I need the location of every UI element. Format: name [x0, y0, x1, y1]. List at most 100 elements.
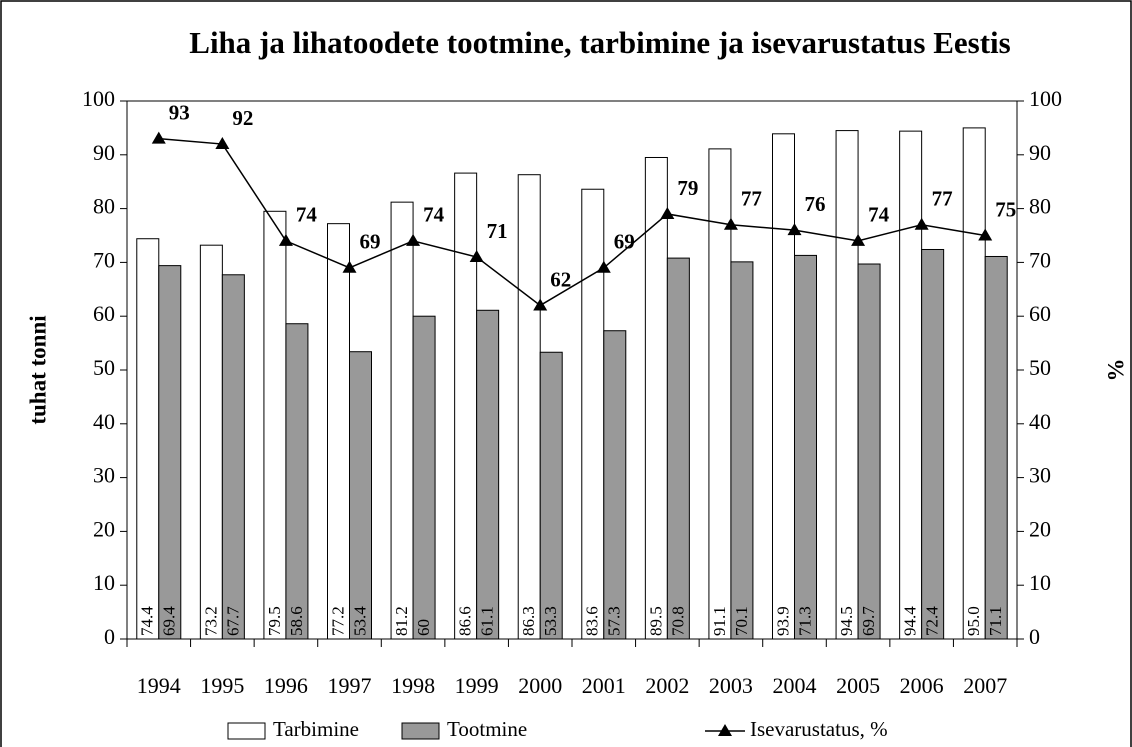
bar-value-label: 70.8 [668, 606, 687, 636]
legend-label: Tarbimine [273, 717, 359, 741]
x-tick-label: 2000 [518, 673, 562, 698]
line-marker [469, 250, 484, 263]
y-tick-label: 10 [93, 570, 115, 595]
bar [857, 263, 881, 640]
line-value-label: 93 [169, 100, 190, 124]
line-value-label: 75 [995, 197, 1016, 221]
y-tick-label: 60 [93, 301, 115, 326]
y-axis-title: tuhat tonni [25, 315, 50, 425]
bar [962, 127, 986, 640]
bar [476, 309, 500, 640]
y-tick-label: 100 [82, 86, 115, 111]
y2-tick-label: 20 [1029, 516, 1051, 541]
bar-value-label: 95.0 [964, 606, 983, 636]
line-value-label: 69 [614, 230, 635, 254]
bar [390, 201, 414, 640]
legend-swatch [401, 722, 440, 740]
bar-value-label: 93.9 [773, 606, 792, 636]
line-value-label: 77 [932, 187, 953, 211]
bar-value-label: 57.3 [605, 606, 624, 636]
y2-tick-label: 40 [1029, 409, 1051, 434]
y2-axis-title: % [1103, 359, 1128, 382]
bar-value-label: 79.5 [265, 606, 284, 636]
bar-value-label: 69.7 [859, 606, 878, 636]
bar [412, 315, 436, 640]
y-tick-label: 50 [93, 355, 115, 380]
line-marker [151, 131, 166, 144]
x-tick-label: 2001 [582, 673, 626, 698]
bar-value-label: 86.3 [519, 606, 538, 636]
y2-tick-label: 10 [1029, 570, 1051, 595]
bar-value-label: 89.5 [646, 606, 665, 636]
line-value-label: 69 [360, 230, 381, 254]
bar-value-label: 81.2 [392, 606, 411, 636]
bar [581, 188, 605, 640]
y-tick-label: 20 [93, 516, 115, 541]
bar [730, 261, 754, 640]
line-value-label: 79 [677, 176, 698, 200]
x-tick-label: 1994 [137, 673, 181, 698]
bar [794, 254, 817, 640]
y2-tick-label: 50 [1029, 355, 1051, 380]
line-marker [406, 233, 421, 246]
y2-tick-label: 70 [1029, 247, 1051, 272]
bar [772, 133, 795, 640]
y2-tick-label: 30 [1029, 463, 1051, 488]
x-tick-label: 2006 [900, 673, 944, 698]
bar [136, 238, 160, 640]
line-value-label: 74 [868, 203, 890, 227]
line-marker [723, 217, 738, 230]
bar-value-label: 86.6 [456, 606, 475, 636]
y2-tick-label: 100 [1029, 86, 1062, 111]
x-tick-label: 1995 [200, 673, 244, 698]
bar-value-label: 77.2 [328, 606, 347, 636]
line-value-label: 76 [805, 192, 826, 216]
line-value-label: 92 [232, 106, 253, 130]
line-marker [851, 233, 866, 246]
plot-area [126, 100, 1018, 640]
line-marker [787, 223, 802, 236]
bar-value-label: 53.4 [350, 606, 369, 636]
x-tick-label: 1996 [264, 673, 308, 698]
line-marker [533, 298, 548, 311]
legend-swatch [227, 722, 266, 740]
bar-value-label: 72.4 [923, 606, 942, 636]
y-tick-label: 40 [93, 409, 115, 434]
line-value-label: 77 [741, 187, 762, 211]
y2-tick-label: 90 [1029, 140, 1051, 165]
x-tick-label: 1998 [391, 673, 435, 698]
line-value-label: 74 [423, 203, 445, 227]
bar-value-label: 69.4 [160, 606, 179, 636]
x-tick-label: 2002 [645, 673, 689, 698]
bar-value-label: 70.1 [732, 606, 751, 636]
y-tick-label: 70 [93, 247, 115, 272]
bar [199, 244, 223, 640]
bar [984, 255, 1008, 640]
line-value-label: 74 [296, 203, 318, 227]
line-marker [215, 137, 230, 150]
bar-value-label: 60 [414, 619, 433, 636]
line-marker [596, 260, 611, 273]
bar [835, 130, 859, 640]
bar-value-label: 71.1 [986, 606, 1005, 636]
bar [221, 274, 245, 640]
bar-value-label: 58.6 [287, 606, 306, 636]
x-tick-label: 2007 [963, 673, 1007, 698]
bar [517, 174, 541, 640]
y2-tick-label: 0 [1029, 624, 1040, 649]
legend-label: Isevarustatus, % [750, 717, 888, 741]
x-tick-label: 2003 [709, 673, 753, 698]
bar [454, 172, 478, 640]
line-value-label: 62 [550, 267, 571, 291]
bar-value-label: 91.1 [710, 606, 729, 636]
bar [327, 223, 350, 640]
y-tick-label: 0 [104, 624, 115, 649]
bar [539, 351, 563, 640]
chart-title: Liha ja lihatoodete tootmine, tarbimine … [189, 25, 1010, 60]
y2-tick-label: 60 [1029, 301, 1051, 326]
bar-value-label: 74.4 [138, 606, 157, 636]
bar-value-label: 83.6 [583, 606, 602, 636]
y-tick-label: 90 [93, 140, 115, 165]
